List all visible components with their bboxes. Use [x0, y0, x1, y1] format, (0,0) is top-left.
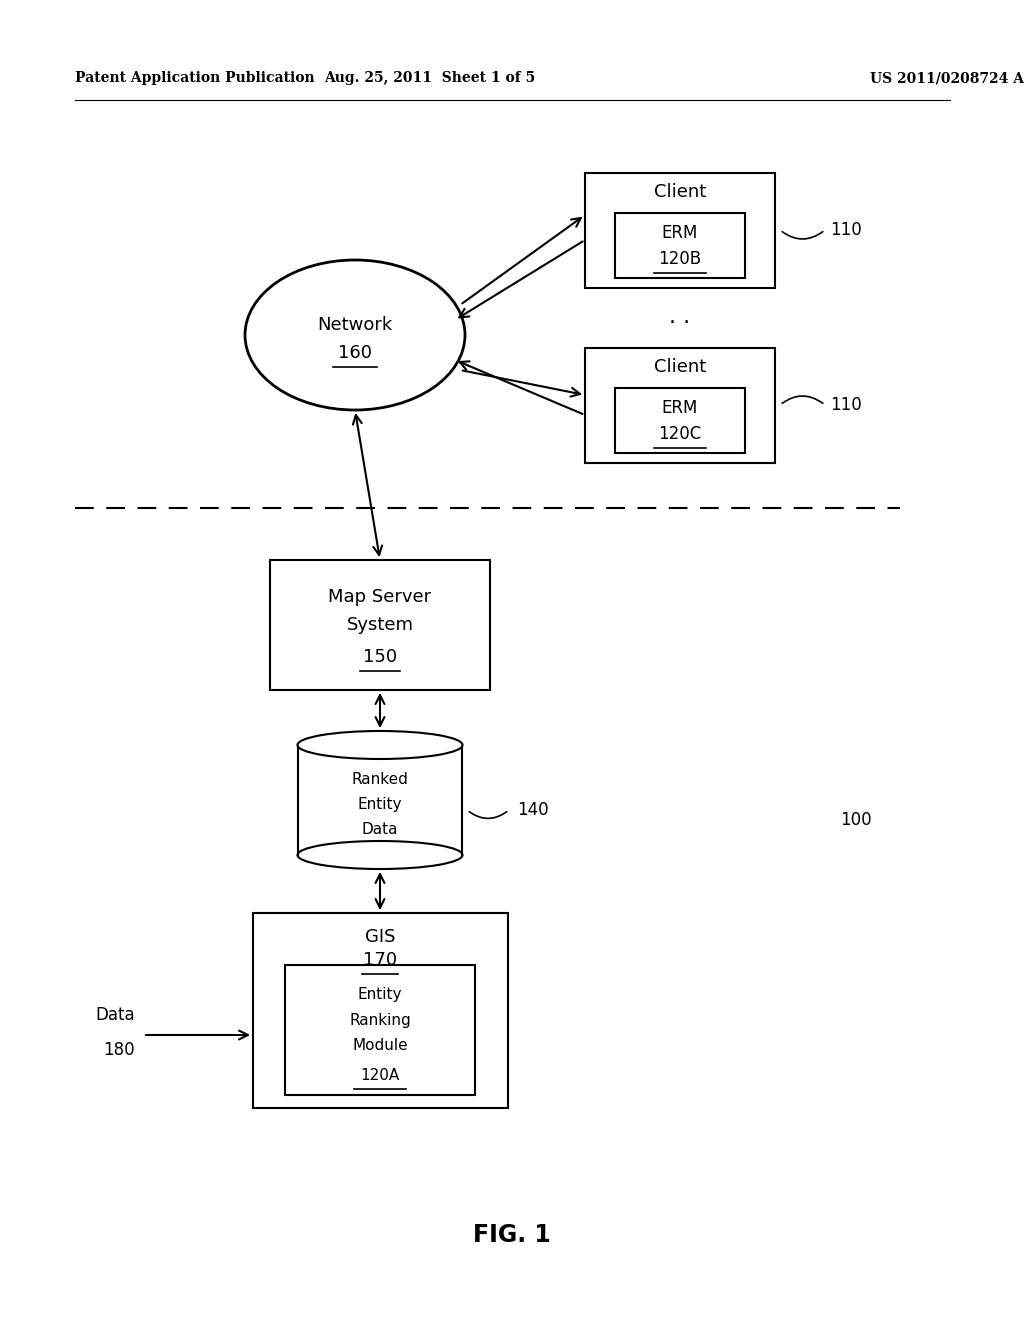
Text: 100: 100 [840, 810, 871, 829]
Text: 120C: 120C [658, 425, 701, 444]
Text: 170: 170 [362, 950, 397, 969]
Text: 110: 110 [830, 220, 862, 239]
Bar [285, 965, 475, 1096]
Text: Network: Network [317, 315, 392, 334]
Text: Module: Module [352, 1038, 408, 1052]
Text: 110: 110 [830, 396, 862, 414]
Text: Patent Application Publication: Patent Application Publication [75, 71, 314, 84]
Text: 120A: 120A [360, 1068, 399, 1082]
Text: Data: Data [361, 822, 398, 837]
Ellipse shape [298, 731, 463, 759]
Text: . .: . . [670, 308, 690, 327]
Text: 160: 160 [338, 345, 372, 362]
Text: System: System [346, 616, 414, 634]
Bar [615, 213, 745, 279]
Text: Ranked: Ranked [351, 772, 409, 788]
Text: 120B: 120B [658, 249, 701, 268]
Bar [253, 913, 508, 1107]
Text: Client: Client [654, 358, 707, 376]
Bar [270, 560, 490, 690]
Text: Ranking: Ranking [349, 1012, 411, 1027]
Text: ERM: ERM [662, 224, 698, 242]
Text: FIG. 1: FIG. 1 [473, 1224, 551, 1247]
Text: ERM: ERM [662, 399, 698, 417]
Text: GIS: GIS [365, 928, 395, 946]
Text: Client: Client [654, 183, 707, 201]
Text: US 2011/0208724 A1: US 2011/0208724 A1 [870, 71, 1024, 84]
Text: Map Server: Map Server [329, 587, 431, 606]
Text: 140: 140 [517, 801, 549, 818]
Text: 150: 150 [362, 648, 397, 667]
Text: Aug. 25, 2011  Sheet 1 of 5: Aug. 25, 2011 Sheet 1 of 5 [325, 71, 536, 84]
Bar [585, 348, 775, 463]
Text: Data: Data [95, 1006, 135, 1024]
Text: Entity: Entity [357, 987, 402, 1002]
Bar [585, 173, 775, 288]
Text: 180: 180 [103, 1041, 135, 1059]
Bar [615, 388, 745, 453]
Text: Entity: Entity [357, 797, 402, 813]
